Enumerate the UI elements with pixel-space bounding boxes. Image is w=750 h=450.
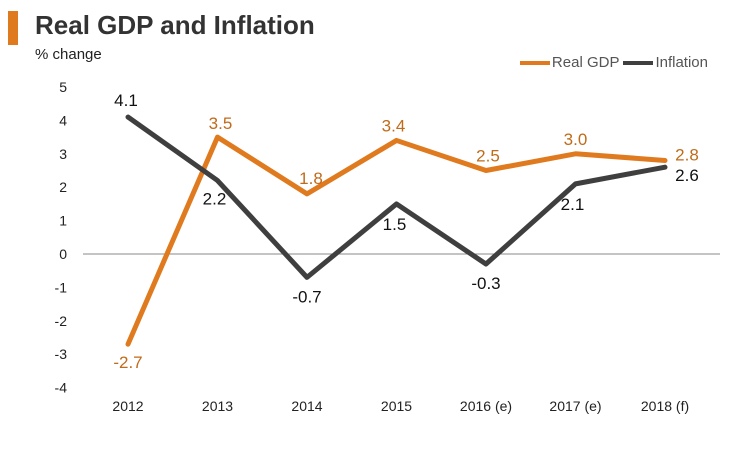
data-label-real-gdp: 3.4 xyxy=(382,116,406,135)
data-label-inflation: 4.1 xyxy=(114,91,138,110)
y-tick-label: -1 xyxy=(55,279,68,295)
x-tick-label: 2015 xyxy=(381,398,412,414)
y-tick-label: 3 xyxy=(59,146,67,162)
data-label-inflation: 2.6 xyxy=(675,166,699,185)
chart-title: Real GDP and Inflation xyxy=(35,10,315,40)
x-tick-label: 2012 xyxy=(112,398,143,414)
data-label-inflation: 1.5 xyxy=(383,215,407,234)
legend-swatch-inflation xyxy=(623,60,654,65)
y-tick-label: -2 xyxy=(55,313,68,329)
data-label-real-gdp: -2.7 xyxy=(113,353,142,372)
y-tick-label: 1 xyxy=(59,213,67,229)
series-line-real-gdp xyxy=(125,134,668,347)
data-label-inflation: -0.7 xyxy=(292,287,321,306)
y-tick-label: -4 xyxy=(55,380,68,396)
x-tick-label: 2018 (f) xyxy=(641,398,689,414)
data-label-inflation: -0.3 xyxy=(471,274,500,293)
x-tick-label: 2017 (e) xyxy=(549,398,601,414)
legend-swatch-real-gdp xyxy=(519,60,550,65)
data-label-real-gdp: 1.8 xyxy=(299,169,323,188)
legend-label-inflation: Inflation xyxy=(655,54,708,71)
data-label-inflation: 2.1 xyxy=(561,195,585,214)
title-accent-bar xyxy=(8,11,18,45)
data-label-real-gdp: 3.0 xyxy=(564,130,588,149)
data-label-real-gdp: 2.8 xyxy=(675,145,699,164)
data-label-real-gdp: 3.5 xyxy=(209,114,233,133)
legend: Real GDP Inflation xyxy=(516,54,708,71)
data-label-real-gdp: 2.5 xyxy=(476,147,500,166)
x-tick-label: 2013 xyxy=(202,398,233,414)
y-tick-label: 0 xyxy=(59,246,67,262)
y-axis-label: % change xyxy=(35,46,102,63)
y-tick-label: 2 xyxy=(59,179,67,195)
series-line-inflation xyxy=(125,114,668,280)
x-tick-label: 2016 (e) xyxy=(460,398,512,414)
x-tick-label: 2014 xyxy=(291,398,322,414)
y-tick-label: 5 xyxy=(59,79,67,95)
legend-label-real-gdp: Real GDP xyxy=(551,54,620,71)
legend-item-inflation: Inflation xyxy=(623,54,708,71)
y-tick-label: 4 xyxy=(59,112,67,128)
legend-item-real-gdp: Real GDP xyxy=(519,54,620,71)
data-label-inflation: 2.2 xyxy=(203,190,227,209)
y-tick-label: -3 xyxy=(55,346,68,362)
